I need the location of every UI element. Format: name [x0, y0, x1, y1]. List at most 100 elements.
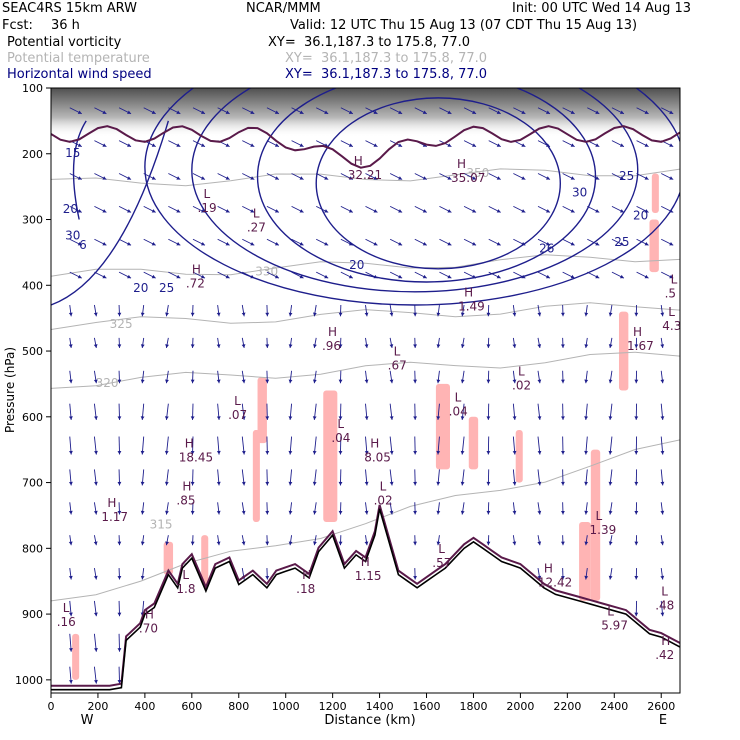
- wind-vector: [117, 666, 122, 684]
- wind-vector: [463, 140, 477, 148]
- wind-vector: [513, 271, 526, 279]
- wind-vector: [165, 370, 169, 384]
- wind-vector-head: [93, 312, 98, 317]
- wind-vector: [364, 304, 369, 317]
- pv-extremum: L.02: [512, 364, 531, 392]
- wind-vector: [93, 436, 98, 455]
- wind-vector-head: [102, 274, 107, 279]
- wind-vector: [560, 337, 565, 348]
- wind-vector: [242, 205, 255, 213]
- wind-vector-head: [447, 110, 452, 114]
- x-tick-label: 0: [48, 700, 55, 713]
- wind-vector: [560, 304, 565, 317]
- pv-extremum-type: L: [380, 479, 387, 493]
- wind-vector: [266, 271, 280, 279]
- wind-vector-head: [274, 176, 279, 180]
- wind-vector: [313, 535, 317, 546]
- wind-vector: [117, 502, 122, 515]
- pv-extremum: L1.8: [176, 568, 195, 596]
- y-tick-label: 1000: [15, 674, 43, 687]
- wind-vector: [460, 337, 465, 349]
- wind-vector-head: [68, 379, 73, 384]
- wind-vector: [190, 337, 195, 348]
- wind-vector-head: [200, 241, 205, 246]
- wind-vector-head: [595, 209, 600, 213]
- wind-vector-head: [94, 416, 98, 420]
- pv-shading-patch: [201, 535, 209, 588]
- wind-vector: [439, 173, 452, 180]
- wind-vector: [266, 107, 280, 115]
- wind-vector-head: [165, 510, 169, 515]
- wind-vector: [389, 403, 394, 420]
- wind-vector: [584, 370, 589, 384]
- wind-vector-head: [176, 110, 181, 114]
- wind-vector-head: [225, 241, 230, 246]
- wind-vector: [560, 568, 565, 580]
- wind-speed-label: 15: [65, 146, 80, 160]
- pv-shading-patch: [257, 377, 267, 444]
- wind-vector-head: [176, 209, 181, 213]
- wind-vector: [608, 337, 613, 349]
- wind-vector: [584, 535, 589, 546]
- wind-vector: [660, 600, 665, 617]
- wind-vector: [608, 567, 613, 580]
- wind-vector-head: [496, 143, 501, 147]
- wind-vector-head: [93, 379, 98, 384]
- wind-vector-head: [619, 241, 624, 246]
- wind-vector-head: [669, 274, 674, 279]
- wind-vector-head: [348, 274, 353, 279]
- pv-extremum-value: 5.97: [601, 618, 628, 632]
- wind-vector: [460, 502, 465, 515]
- wind-vector-head: [584, 541, 589, 546]
- wind-vector: [312, 469, 317, 486]
- field-wind-name: Horizontal wind speed: [7, 67, 152, 82]
- wind-vector-head: [398, 110, 403, 114]
- wind-vector: [216, 535, 221, 546]
- wind-vector: [560, 535, 565, 546]
- wind-vector-head: [398, 176, 403, 180]
- wind-vector-head: [176, 241, 181, 246]
- wind-vector: [488, 205, 501, 213]
- field-wind-xy: XY= 36.1,187.3 to 175.8, 77.0: [285, 67, 488, 82]
- wind-vector-head: [561, 450, 565, 455]
- wind-vector-head: [312, 481, 317, 486]
- wind-vector: [561, 436, 565, 455]
- wind-vector: [463, 205, 477, 213]
- wind-vector: [291, 238, 304, 246]
- wind-vector: [216, 502, 221, 515]
- wind-vector-head: [584, 575, 589, 580]
- wind-vector: [439, 205, 452, 213]
- wind-vector-head: [436, 450, 441, 455]
- wind-vector: [611, 205, 625, 213]
- wind-vector-head: [69, 648, 73, 652]
- wind-vector-head: [265, 541, 270, 546]
- theta-label: 350: [466, 166, 489, 180]
- wind-vector: [364, 337, 369, 349]
- pv-extremum-value: .27: [247, 221, 266, 235]
- pv-extremum: H32.21: [348, 154, 382, 182]
- pv-extremum-type: L: [204, 187, 211, 201]
- wind-vector: [340, 140, 354, 148]
- wind-vector-head: [190, 312, 195, 317]
- wind-vector-head: [151, 176, 156, 180]
- wind-vector: [192, 107, 206, 115]
- wind-vector-head: [496, 110, 501, 114]
- wind-vector: [291, 173, 304, 180]
- wind-vector-head: [537, 541, 542, 546]
- wind-vector-head: [348, 176, 353, 180]
- wind-speed-contour: [51, 120, 170, 306]
- wind-vector-head: [151, 274, 156, 279]
- wind-vector-head: [570, 274, 575, 279]
- wind-vector: [436, 502, 441, 515]
- wind-vector-head: [274, 143, 279, 147]
- wind-vector-head: [422, 209, 427, 213]
- wind-vector-head: [190, 416, 195, 420]
- wind-vector-head: [570, 176, 575, 180]
- wind-vector-head: [413, 510, 417, 515]
- wind-vector: [486, 370, 491, 384]
- pv-extremum-value: .07: [228, 408, 247, 422]
- pv-extremum-value: .85: [176, 493, 195, 507]
- wind-vector: [93, 567, 98, 580]
- wind-vector-head: [608, 312, 613, 317]
